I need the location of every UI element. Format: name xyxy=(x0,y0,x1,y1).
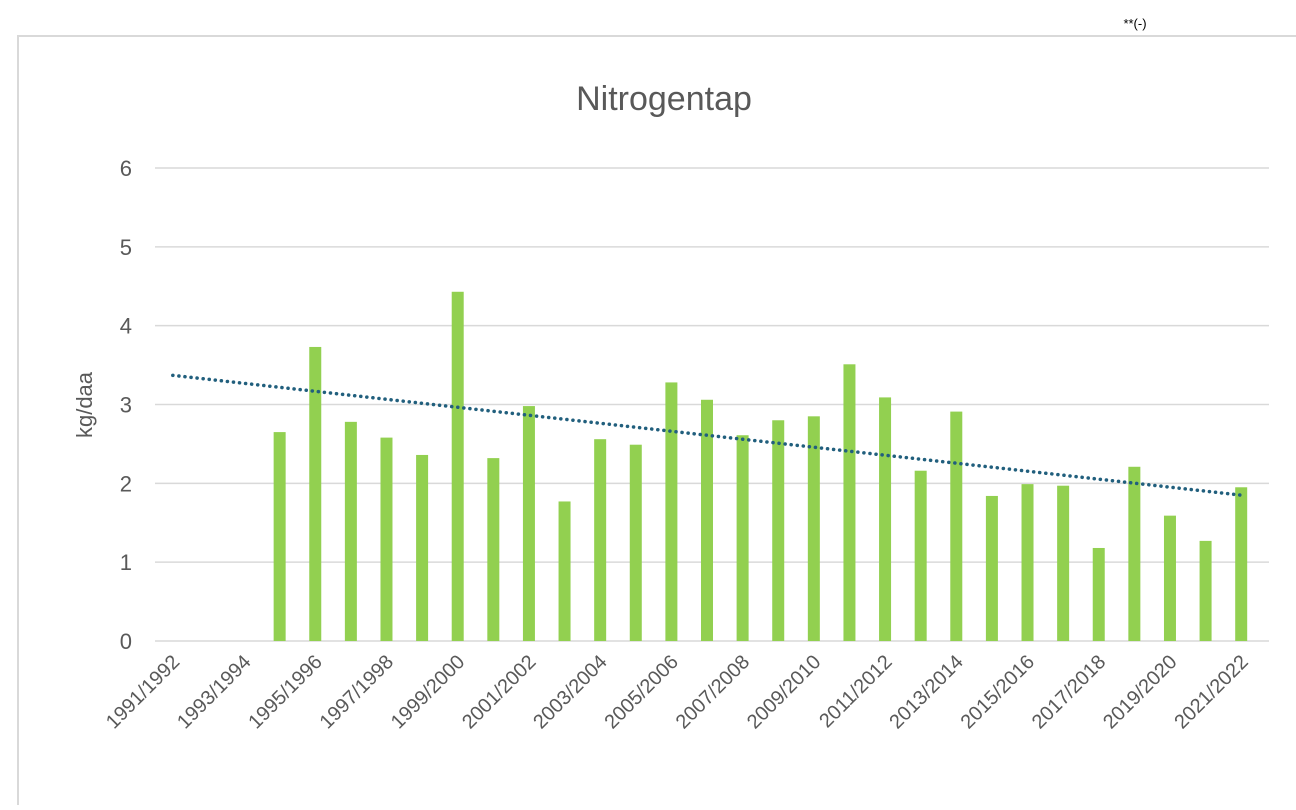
y-tick-label: 1 xyxy=(120,550,132,575)
bar xyxy=(1235,487,1248,641)
chart-title: Nitrogentap xyxy=(576,80,752,118)
bar xyxy=(1163,515,1176,641)
note-mark: **(-) xyxy=(1123,16,1146,31)
bar xyxy=(451,291,464,641)
bar xyxy=(736,435,749,641)
bar xyxy=(985,495,998,641)
bar xyxy=(1092,547,1105,641)
bar xyxy=(879,397,892,641)
bar xyxy=(1057,485,1070,641)
bar xyxy=(1128,466,1141,641)
y-tick-label: 6 xyxy=(120,156,132,181)
bar xyxy=(487,458,500,641)
bar xyxy=(843,364,856,641)
bar xyxy=(309,346,322,641)
chart-frame xyxy=(17,35,1296,810)
y-tick-label: 2 xyxy=(120,471,132,496)
bar xyxy=(558,501,571,641)
bar xyxy=(416,454,429,641)
bar xyxy=(1199,540,1212,641)
bar xyxy=(273,432,286,641)
bar xyxy=(1021,484,1034,641)
bar xyxy=(665,382,678,641)
bar xyxy=(807,416,820,641)
bar xyxy=(950,411,963,641)
bar xyxy=(772,420,785,641)
y-tick-label: 5 xyxy=(120,235,132,260)
y-tick-label: 0 xyxy=(120,629,132,654)
bar xyxy=(701,399,713,641)
bar xyxy=(522,406,535,641)
bar xyxy=(344,421,357,641)
bar xyxy=(914,470,927,641)
y-tick-label: 4 xyxy=(120,314,132,339)
y-tick-label: 3 xyxy=(120,393,132,418)
bar xyxy=(380,437,393,641)
bar xyxy=(594,439,607,641)
y-axis-label: kg/daa xyxy=(72,371,97,438)
trendline xyxy=(171,373,1243,497)
bar xyxy=(629,444,642,641)
